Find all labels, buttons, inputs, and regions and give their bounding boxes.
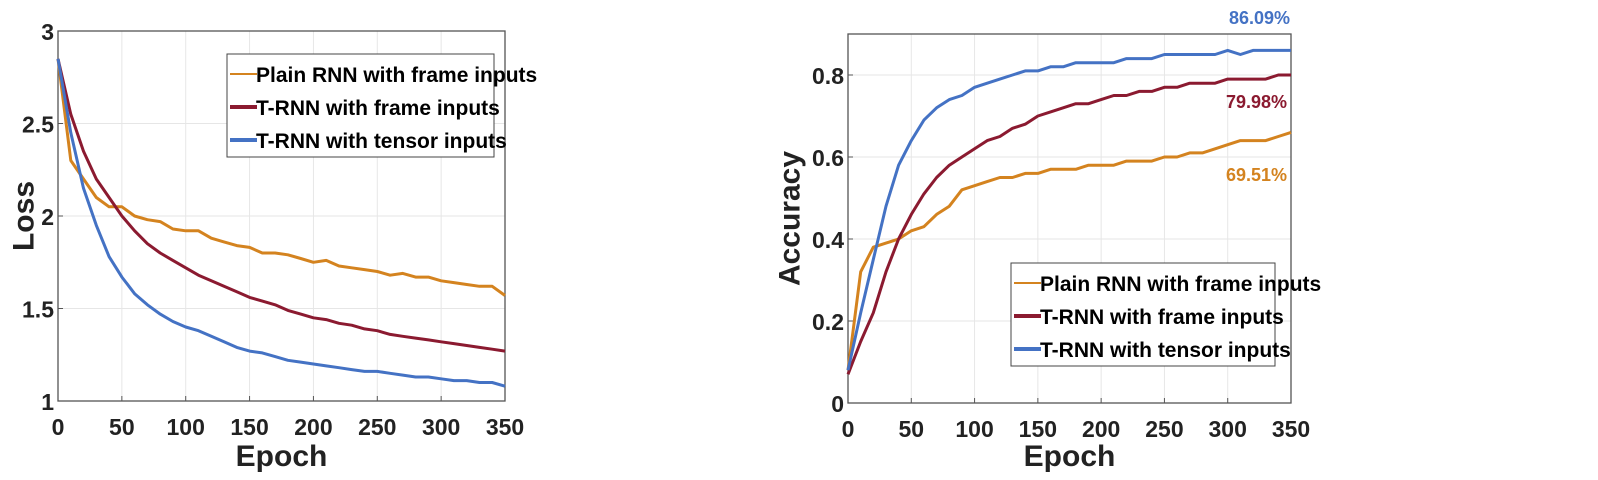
accuracy-chart: 0 50 100 150 200 250 300 350 0 0.2 0.4 0.6 0.8 Epoch A… <box>774 8 1322 473</box>
y-tick-label: 2 <box>41 204 54 230</box>
y-tick-label: 0.2 <box>812 309 844 335</box>
legend: Plain RNN with frame inputs T-RNN with fr… <box>1010 262 1321 367</box>
x-tick-label: 150 <box>1019 416 1057 442</box>
axes-box <box>847 33 1292 404</box>
legend-label: T-RNN with frame inputs <box>256 97 500 120</box>
series-line-tframe <box>56 58 506 353</box>
legend-label: T-RNN with tensor inputs <box>256 130 507 153</box>
x-tick-label: 200 <box>294 414 332 440</box>
y-axis-label: Accuracy <box>774 151 807 286</box>
x-tick-label: 350 <box>1272 416 1310 442</box>
x-tick-label: 0 <box>52 414 65 440</box>
legend-label: T-RNN with frame inputs <box>1040 306 1284 329</box>
series-line-ttensor <box>56 58 506 388</box>
x-tick-label: 300 <box>422 414 460 440</box>
y-tick-label: 3 <box>41 19 54 45</box>
final-value-annotation: 79.98% <box>1226 92 1287 112</box>
series-line-plain <box>56 58 506 297</box>
legend-label: Plain RNN with frame inputs <box>1040 273 1321 296</box>
final-value-annotation: 69.51% <box>1226 165 1287 185</box>
x-tick-label: 50 <box>109 414 135 440</box>
x-tick-label: 350 <box>486 414 524 440</box>
x-axis-label: Epoch <box>236 440 328 473</box>
legend-label: Plain RNN with frame inputs <box>256 64 537 87</box>
y-tick-label: 0 <box>831 391 844 417</box>
y-tick-label: 0.8 <box>812 63 844 89</box>
y-tick-label: 0.6 <box>812 145 844 171</box>
x-tick-label: 100 <box>167 414 205 440</box>
series-line-tframe <box>846 73 1291 375</box>
loss-chart: 0 50 100 150 200 250 300 350 1 1.5 2 2.5 3 Epoch Loss P… <box>8 19 538 473</box>
x-axis-label: Epoch <box>1024 440 1116 473</box>
x-tick-label: 50 <box>898 416 924 442</box>
x-tick-label: 100 <box>955 416 993 442</box>
x-tick-label: 250 <box>1145 416 1183 442</box>
x-tick-label: 150 <box>230 414 268 440</box>
x-tick-label: 250 <box>358 414 396 440</box>
y-tick-label: 2.5 <box>22 112 54 138</box>
legend-label: T-RNN with tensor inputs <box>1040 339 1291 362</box>
y-tick-label: 0.4 <box>812 227 844 253</box>
legend: Plain RNN with frame inputs T-RNN with fr… <box>226 53 537 158</box>
legend-box <box>1010 262 1276 367</box>
x-tick-label: 200 <box>1082 416 1120 442</box>
x-tick-label: 300 <box>1209 416 1247 442</box>
series-line-ttensor <box>846 48 1291 371</box>
final-value-annotation: 86.09% <box>1229 8 1290 28</box>
y-tick-label: 1.5 <box>22 297 54 323</box>
series-line-plain <box>846 130 1292 371</box>
legend-box <box>226 53 495 158</box>
y-tick-label: 1 <box>41 389 54 415</box>
y-axis-label: Loss <box>8 181 41 251</box>
x-tick-label: 0 <box>842 416 855 442</box>
